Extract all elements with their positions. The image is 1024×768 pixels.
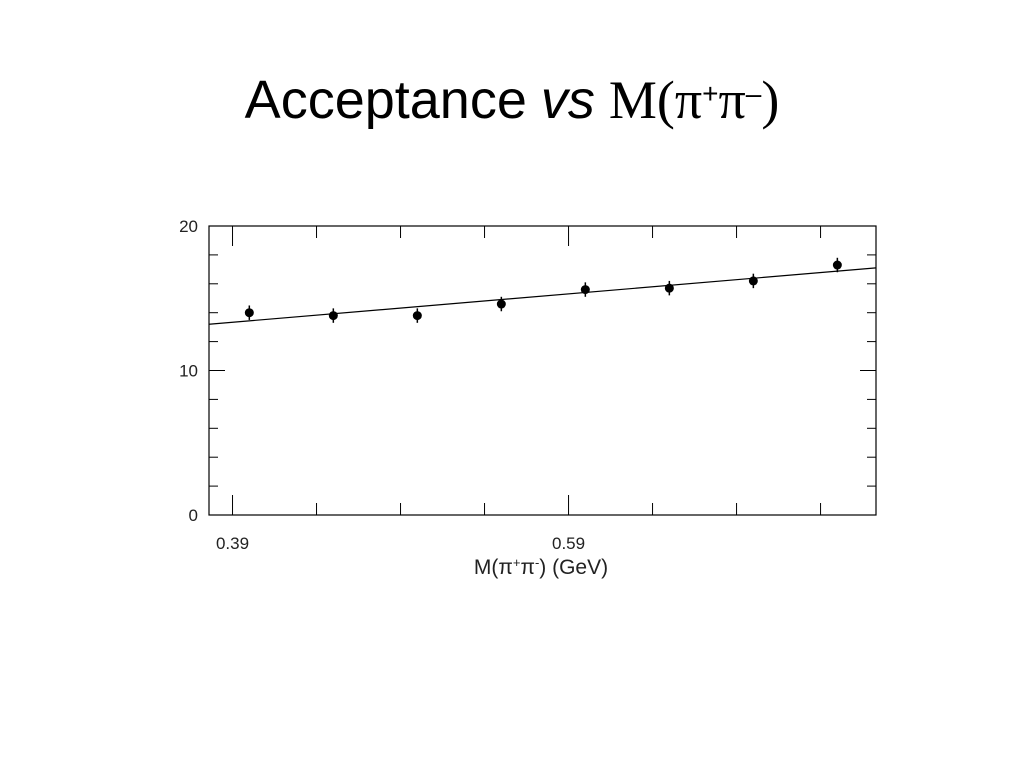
data-point	[244, 308, 254, 318]
title-part: +	[702, 78, 718, 109]
x-label-part: +	[513, 555, 521, 570]
data-point	[412, 311, 422, 321]
x-label-part: π	[520, 556, 535, 579]
title-part: vs	[541, 70, 595, 130]
title-part: )	[761, 70, 779, 130]
data-point	[748, 276, 758, 286]
title-part: –	[746, 78, 762, 109]
title-part: Acceptance	[245, 70, 527, 130]
x-tick-label: 0.39	[216, 534, 249, 553]
x-tick-label: 0.59	[552, 534, 585, 553]
y-tick-label: 0	[189, 506, 198, 525]
title-part: M(π	[609, 70, 702, 130]
y-tick-label: 20	[179, 217, 198, 236]
x-axis-label: M(π+π-) (GeV)	[474, 555, 608, 580]
data-point	[496, 299, 506, 309]
y-tick-label: 10	[179, 362, 198, 381]
plot-frame	[208, 225, 877, 516]
data-point	[580, 285, 590, 295]
fit-line	[208, 267, 877, 325]
data-point	[832, 260, 842, 270]
x-label-part: M(π	[474, 556, 513, 579]
data-point	[328, 311, 338, 321]
title-part: π	[718, 70, 745, 130]
data-point	[664, 283, 674, 293]
slide-title: Acceptance vs M(π+π–)	[245, 70, 780, 130]
x-label-part: -	[535, 555, 539, 570]
x-label-part: ) (GeV)	[539, 556, 608, 579]
